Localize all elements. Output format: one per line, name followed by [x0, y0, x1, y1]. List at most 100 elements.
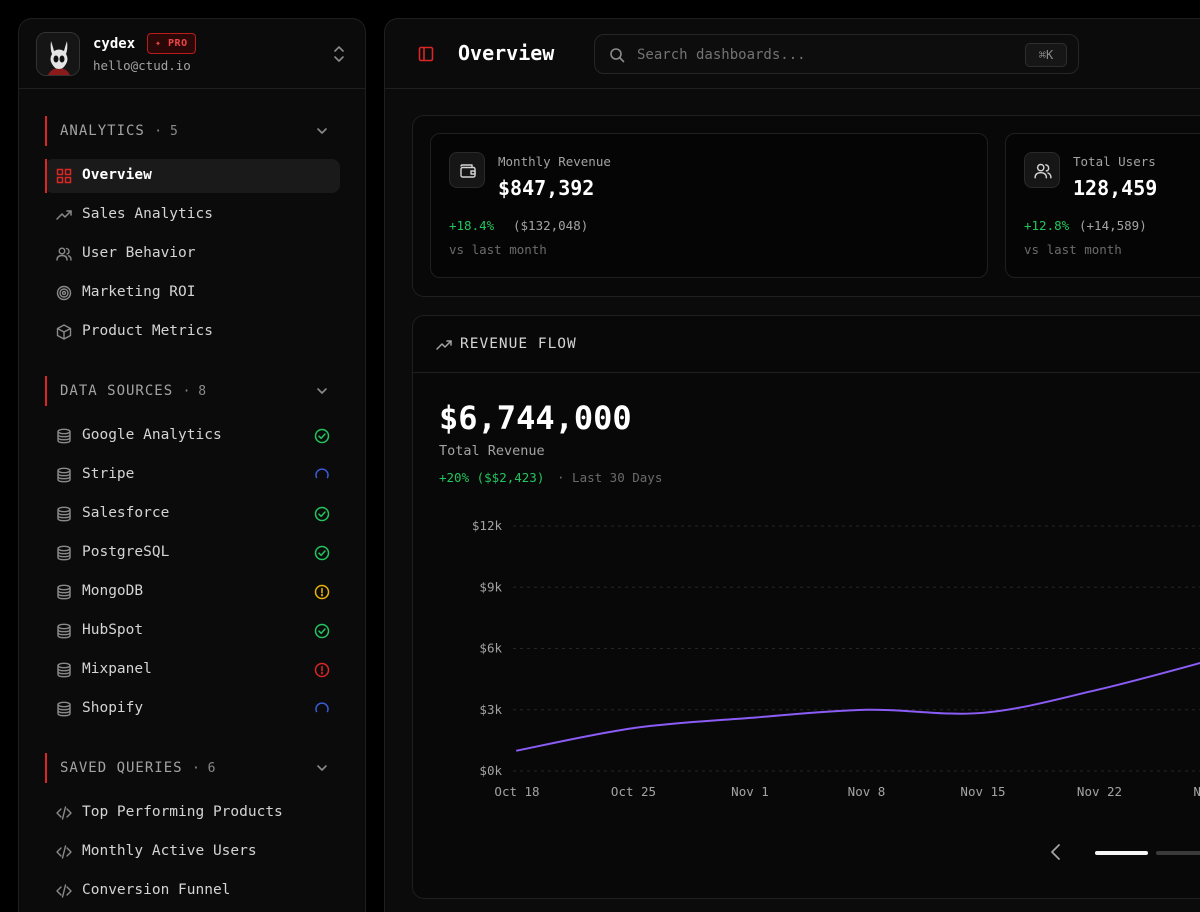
- section-title: SAVED QUERIES · 6: [60, 760, 216, 776]
- status-connected-icon: [314, 623, 330, 639]
- chevrons-up-down-icon[interactable]: [331, 45, 347, 63]
- code-icon: [56, 845, 72, 859]
- database-icon: [57, 545, 71, 561]
- status-connected-icon: [314, 428, 330, 444]
- user-email: hello@ctud.io: [93, 58, 191, 73]
- carousel-dot[interactable]: [1156, 851, 1200, 855]
- stat-value: $847,392: [498, 176, 595, 200]
- stat-delta: ($132,048): [513, 218, 589, 233]
- stat-icon-box: [1024, 152, 1060, 188]
- sidebar-item-label: User Behavior: [82, 245, 196, 261]
- sidebar-item-stripe[interactable]: Stripe: [45, 458, 340, 492]
- sidebar-item-shopify[interactable]: Shopify: [45, 692, 340, 726]
- status-error-icon: [314, 662, 330, 678]
- target-icon: [56, 285, 72, 301]
- shortcut-hint: ⌘K: [1025, 43, 1067, 67]
- total-revenue-value: $6,744,000: [439, 399, 632, 437]
- section-data-sources[interactable]: DATA SOURCES · 8: [45, 376, 345, 406]
- page-title: Overview: [458, 41, 555, 65]
- sidebar-item-salesforce[interactable]: Salesforce: [45, 497, 340, 531]
- carousel-dot-active[interactable]: [1095, 851, 1148, 855]
- section-saved-queries[interactable]: SAVED QUERIES · 6: [45, 753, 345, 783]
- database-icon: [57, 662, 71, 678]
- sidebar-item-sales-analytics[interactable]: Sales Analytics: [45, 198, 340, 232]
- database-icon: [57, 584, 71, 600]
- stat-compare: vs last month: [449, 242, 547, 257]
- total-revenue-label: Total Revenue: [439, 443, 545, 459]
- total-revenue-change: +20% ($$2,423): [439, 470, 545, 485]
- y-tick-label: $12k: [472, 518, 503, 533]
- chevron-down-icon[interactable]: [315, 124, 329, 138]
- status-syncing-icon: [315, 702, 329, 713]
- code-icon: [56, 884, 72, 898]
- sidebar-item-label: Conversion Funnel: [82, 882, 231, 898]
- y-tick-label: $9k: [479, 579, 502, 594]
- stat-card-total-users[interactable]: Total Users 128,459 +12.8% (+14,589) vs …: [1005, 133, 1200, 278]
- section-accent-bar: [45, 376, 47, 406]
- chevron-down-icon[interactable]: [315, 761, 329, 775]
- total-revenue-period: · Last 30 Days: [557, 470, 663, 485]
- trending-up-icon: [56, 210, 72, 220]
- sidebar-toggle-icon[interactable]: [418, 46, 434, 62]
- x-tick-label: Nov 15: [960, 784, 1005, 799]
- sidebar-item-hubspot[interactable]: HubSpot: [45, 614, 340, 648]
- revenue-flow-panel: REVENUE FLOW $6,744,000 Total Revenue +2…: [412, 315, 1200, 899]
- stat-change: +18.4%: [449, 218, 495, 233]
- sidebar-item-product-metrics[interactable]: Product Metrics: [45, 315, 340, 349]
- database-icon: [57, 623, 71, 639]
- sidebar-item-label: Marketing ROI: [82, 284, 196, 300]
- profile-switcher[interactable]: cydex ✦ PRO hello@ctud.io: [19, 19, 365, 89]
- x-tick-label: Oct 25: [611, 784, 656, 799]
- series-line-revenue: [516, 661, 1200, 752]
- sidebar-item-label: Mixpanel: [82, 661, 152, 677]
- sidebar-item-conversion-funnel[interactable]: Conversion Funnel: [45, 874, 340, 908]
- sidebar-item-user-behavior[interactable]: User Behavior: [45, 237, 340, 271]
- search-bar[interactable]: ⌘K: [594, 34, 1079, 74]
- sidebar-item-label: MongoDB: [82, 583, 144, 599]
- grid-icon: [56, 168, 72, 184]
- pro-badge: ✦ PRO: [147, 33, 196, 54]
- y-tick-label: $3k: [479, 702, 502, 717]
- sidebar-item-overview[interactable]: Overview: [45, 159, 340, 193]
- users-icon: [56, 247, 72, 261]
- sidebar-item-label: Shopify: [82, 700, 144, 716]
- sidebar-item-label: HubSpot: [82, 622, 144, 638]
- sidebar-item-top-performing-products[interactable]: Top Performing Products: [45, 796, 340, 830]
- sidebar-item-marketing-roi[interactable]: Marketing ROI: [45, 276, 340, 310]
- status-warning-icon: [314, 584, 330, 600]
- sidebar-item-google-analytics[interactable]: Google Analytics: [45, 419, 340, 453]
- sidebar-item-label: Google Analytics: [82, 427, 222, 443]
- avatar: [36, 32, 80, 76]
- wallet-icon: [460, 164, 476, 178]
- stat-value: 128,459: [1073, 176, 1158, 200]
- x-tick-label: Oct 18: [494, 784, 539, 799]
- sidebar-item-mixpanel[interactable]: Mixpanel: [45, 653, 340, 687]
- stat-card-monthly-revenue[interactable]: Monthly Revenue $847,392 +18.4% ($132,04…: [430, 133, 988, 278]
- stat-label: Monthly Revenue: [498, 154, 611, 169]
- code-icon: [56, 806, 72, 820]
- stats-panel: Monthly Revenue $847,392 +18.4% ($132,04…: [412, 115, 1200, 297]
- username: cydex: [93, 36, 136, 52]
- chevron-down-icon[interactable]: [315, 384, 329, 398]
- section-count: · 5: [154, 124, 178, 139]
- stat-label: Total Users: [1073, 154, 1156, 169]
- section-count: · 8: [182, 384, 207, 399]
- sidebar-item-mongodb[interactable]: MongoDB: [45, 575, 340, 609]
- search-input[interactable]: [637, 44, 1017, 66]
- trending-up-icon: [436, 340, 452, 350]
- database-icon: [57, 428, 71, 444]
- section-accent-bar: [45, 116, 47, 146]
- chevron-left-icon[interactable]: [1049, 842, 1063, 862]
- sidebar-item-label: Salesforce: [82, 505, 170, 521]
- database-icon: [57, 467, 71, 483]
- topbar: Overview ⌘K: [385, 19, 1200, 89]
- sidebar-item-label: Overview: [82, 167, 152, 183]
- sidebar-item-monthly-active-users[interactable]: Monthly Active Users: [45, 835, 340, 869]
- database-icon: [57, 701, 71, 717]
- box-icon: [56, 324, 72, 340]
- sidebar-item-label: Top Performing Products: [82, 804, 283, 820]
- section-count: · 6: [192, 761, 216, 776]
- revenue-line-chart[interactable]: $0k $3k $6k $9k $12k Oct 18 Oct 25 Nov 1 Nov 8 No…: [413, 316, 1200, 899]
- sidebar-item-postgresql[interactable]: PostgreSQL: [45, 536, 340, 570]
- section-analytics[interactable]: ANALYTICS · 5: [45, 116, 345, 146]
